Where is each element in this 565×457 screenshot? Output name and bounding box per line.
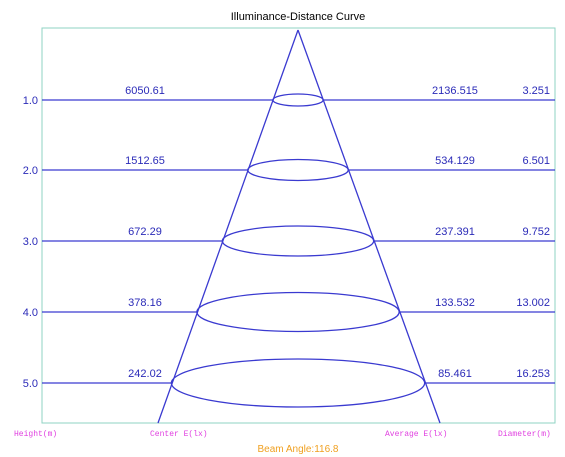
beam-angle: Beam Angle:116.8 bbox=[258, 444, 339, 455]
frame bbox=[41, 27, 556, 424]
cone-edge bbox=[297, 29, 441, 424]
diameter-label: 16.253 bbox=[516, 368, 550, 380]
average-label: 133.532 bbox=[435, 297, 475, 309]
average-label: 237.391 bbox=[435, 226, 475, 238]
title: Illuminance-Distance Curve bbox=[231, 11, 366, 23]
height-label: 1.0 bbox=[23, 95, 38, 107]
beam-ellipse bbox=[196, 291, 400, 333]
average-label: 85.461 bbox=[438, 368, 472, 380]
diameter-label: 9.752 bbox=[522, 226, 550, 238]
footer-label: Height(m) bbox=[14, 430, 57, 439]
diameter-label: 6.501 bbox=[522, 155, 550, 167]
cone-edge bbox=[157, 29, 299, 424]
beam-ellipse bbox=[221, 225, 375, 257]
beam-ellipse bbox=[247, 158, 349, 182]
center-label: 6050.61 bbox=[125, 85, 165, 97]
average-label: 2136.515 bbox=[432, 85, 478, 97]
center-label: 242.02 bbox=[128, 368, 162, 380]
height-label: 2.0 bbox=[23, 165, 38, 177]
footer-label: Diameter(m) bbox=[498, 430, 551, 439]
beam-ellipse bbox=[170, 358, 426, 408]
average-label: 534.129 bbox=[435, 155, 475, 167]
height-label: 3.0 bbox=[23, 236, 38, 248]
diameter-label: 13.002 bbox=[516, 297, 550, 309]
beam-ellipse bbox=[272, 93, 324, 107]
diameter-label: 3.251 bbox=[522, 85, 550, 97]
height-label: 5.0 bbox=[23, 378, 38, 390]
footer-label: Center E(lx) bbox=[150, 430, 208, 439]
center-label: 378.16 bbox=[128, 297, 162, 309]
footer-label: Average E(lx) bbox=[385, 430, 447, 439]
center-label: 1512.65 bbox=[125, 155, 165, 167]
center-label: 672.29 bbox=[128, 226, 162, 238]
height-label: 4.0 bbox=[23, 307, 38, 319]
